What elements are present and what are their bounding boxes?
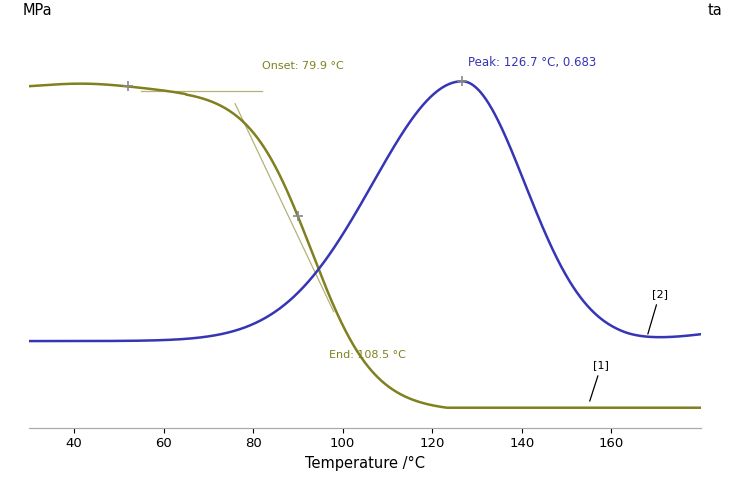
Text: ta: ta (707, 3, 722, 18)
Text: Onset: 79.9 °C: Onset: 79.9 °C (262, 61, 344, 71)
Text: End: 108.5 °C: End: 108.5 °C (329, 350, 406, 361)
Text: MPa: MPa (23, 3, 52, 18)
Text: Peak: 126.7 °C, 0.683: Peak: 126.7 °C, 0.683 (468, 56, 596, 69)
Text: [2]: [2] (648, 289, 667, 334)
X-axis label: Temperature /°C: Temperature /°C (305, 456, 425, 471)
Text: [1]: [1] (590, 360, 610, 401)
